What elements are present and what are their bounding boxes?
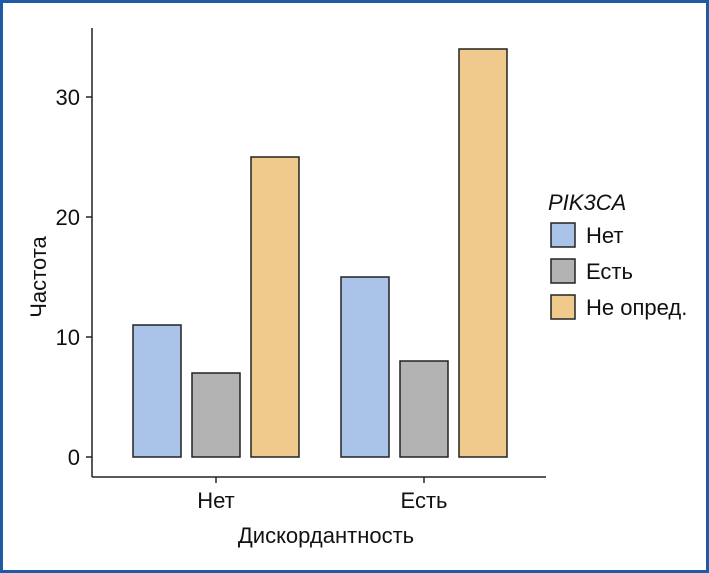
legend-title: PIK3CA — [548, 190, 626, 215]
x-tick-label: Нет — [197, 488, 234, 513]
bar-0-2 — [250, 156, 300, 458]
legend-items: Нет Есть Не опред. — [550, 222, 687, 320]
legend-label-1: Есть — [586, 259, 633, 284]
x-ticks: Нет Есть — [197, 477, 447, 513]
legend-label-0: Нет — [586, 223, 623, 248]
x-axis-title: Дискордантность — [238, 523, 414, 548]
bar-1-0 — [340, 276, 390, 458]
bar-1-1 — [399, 360, 449, 458]
legend-swatch-2 — [550, 294, 576, 320]
legend-swatch-1 — [550, 258, 576, 284]
y-tick-label: 0 — [68, 445, 80, 470]
y-tick-label: 30 — [56, 85, 80, 110]
plot-area: 0 10 20 30 Нет Есть — [56, 28, 546, 513]
legend: PIK3CA Нет Есть Не опред. — [548, 190, 687, 320]
bar-0-1 — [191, 372, 241, 458]
legend-swatch-0 — [550, 222, 576, 248]
bars — [132, 48, 508, 458]
y-ticks: 0 10 20 30 — [56, 85, 92, 470]
y-axis-title: Частота — [26, 235, 51, 317]
y-tick-label: 10 — [56, 325, 80, 350]
legend-label-2: Не опред. — [586, 295, 687, 320]
bar-0-0 — [132, 324, 182, 458]
x-tick-label: Есть — [401, 488, 448, 513]
bar-1-2 — [458, 48, 508, 458]
y-tick-label: 20 — [56, 205, 80, 230]
